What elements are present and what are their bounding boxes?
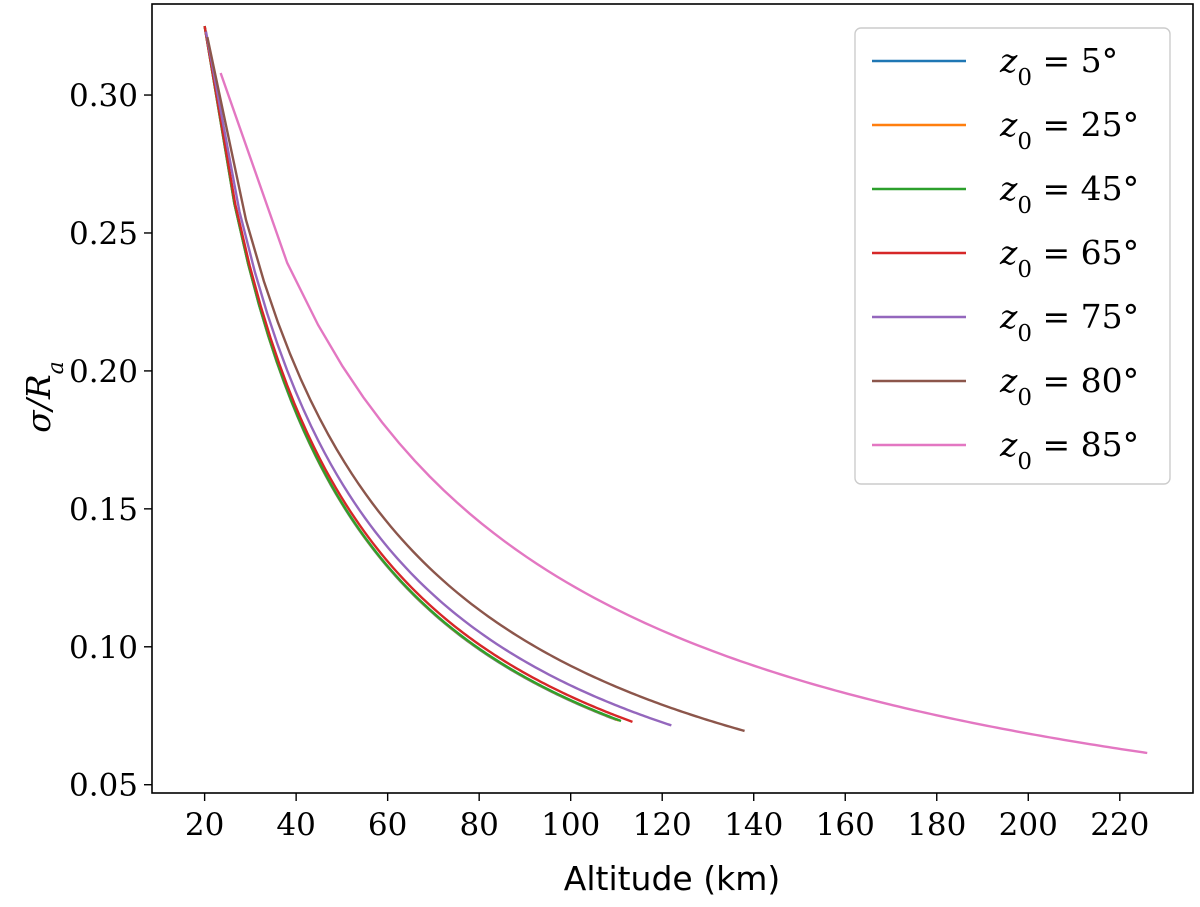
axes-frame	[151, 3, 1194, 794]
legend-sub: 0	[1017, 321, 1032, 347]
x-tick-label: 180	[907, 807, 966, 843]
series-line-0	[203, 25, 617, 722]
legend-var: z	[999, 361, 1018, 400]
series-line-6	[219, 72, 1148, 755]
x-tick-label: 160	[816, 807, 875, 843]
legend-label-2: z0 = 45°	[999, 169, 1139, 219]
legend-rest: = 5°	[1032, 41, 1118, 80]
y-axis-title-symbol: σ	[19, 409, 58, 433]
legend-sub: 0	[1017, 257, 1032, 283]
y-tick-label: 0.10	[69, 630, 138, 666]
y-tick-label: 0.30	[69, 78, 138, 114]
y-tick-label: 0.25	[69, 216, 138, 252]
legend-var: z	[999, 169, 1018, 208]
x-tick-label: 100	[541, 807, 600, 843]
legend-label-1: z0 = 25°	[999, 105, 1139, 155]
x-tick-label: 20	[185, 807, 224, 843]
legend-var: z	[999, 297, 1018, 336]
series-line-1	[203, 25, 620, 722]
legend-rest: = 65°	[1032, 233, 1139, 272]
y-axis-title-sub: a	[44, 361, 69, 374]
y-axis-title: σ/Ra	[19, 361, 69, 433]
series-line-5	[206, 36, 745, 733]
legend-rest: = 25°	[1032, 105, 1139, 144]
x-axis: 20 40 60 80 100 120 140 160 180 200 220	[185, 793, 1149, 843]
legend-rest: = 80°	[1032, 361, 1139, 400]
series-line-2	[203, 25, 622, 723]
x-tick-label: 80	[459, 807, 498, 843]
series-line-4	[204, 31, 672, 727]
x-tick-label: 40	[276, 807, 315, 843]
y-tick-label: 0.15	[69, 492, 138, 528]
legend-var: z	[999, 233, 1018, 272]
legend-sub: 0	[1017, 449, 1032, 475]
legend-box	[854, 27, 1171, 485]
y-axis: 0.05 0.10 0.15 0.20 0.25 0.30	[69, 78, 152, 804]
legend-sub: 0	[1017, 385, 1032, 411]
y-axis-title-rest: /R	[19, 374, 58, 413]
y-tick-label: 0.05	[69, 768, 138, 804]
series-line-3	[203, 25, 633, 723]
legend-rest: = 45°	[1032, 169, 1139, 208]
legend-var: z	[999, 425, 1018, 464]
x-tick-label: 200	[999, 807, 1058, 843]
legend-label-3: z0 = 65°	[999, 233, 1139, 283]
x-tick-label: 60	[368, 807, 407, 843]
legend: z0 = 5°z0 = 25°z0 = 45°z0 = 65°z0 = 75°z…	[854, 27, 1171, 485]
plot-area	[151, 3, 1194, 794]
legend-label-0: z0 = 5°	[999, 41, 1118, 91]
legend-sub: 0	[1017, 193, 1032, 219]
legend-rest: = 85°	[1032, 425, 1139, 464]
legend-sub: 0	[1017, 129, 1032, 155]
legend-var: z	[999, 41, 1018, 80]
x-tick-label: 140	[724, 807, 783, 843]
legend-label-5: z0 = 80°	[999, 361, 1139, 411]
legend-sub: 0	[1017, 65, 1032, 91]
legend-rest: = 75°	[1032, 297, 1139, 336]
legend-label-6: z0 = 85°	[999, 425, 1139, 475]
x-axis-title: Altitude (km)	[564, 859, 780, 898]
x-tick-label: 220	[1090, 807, 1149, 843]
legend-label-4: z0 = 75°	[999, 297, 1139, 347]
y-tick-label: 0.20	[69, 354, 138, 390]
legend-var: z	[999, 105, 1018, 144]
x-tick-label: 120	[633, 807, 692, 843]
